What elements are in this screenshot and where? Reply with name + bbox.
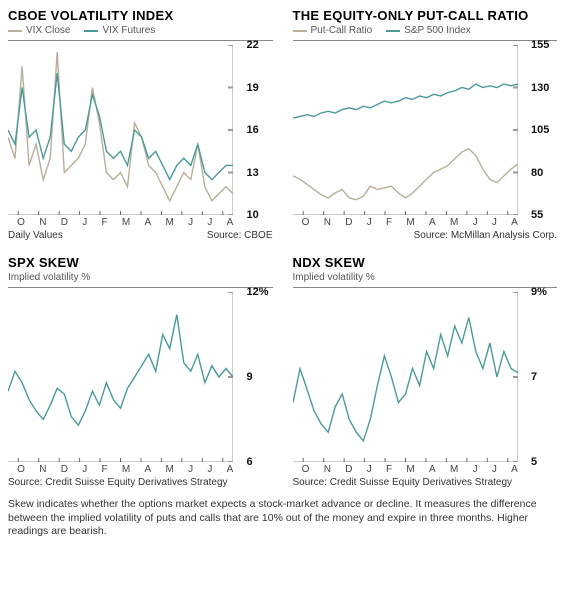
swatch-vix-close [8, 30, 22, 32]
below-left: Daily Values [8, 230, 63, 241]
x-axis: ONDJFMAMJJA [8, 217, 243, 228]
sub-label: Implied volatility % [293, 272, 558, 283]
chart-grid: CBOE VOLATILITY INDEX VIX Close VIX Futu… [8, 8, 557, 488]
y-axis: 2219161310 [243, 45, 273, 228]
source: Source: CBOE [207, 230, 273, 241]
panel-vix: CBOE VOLATILITY INDEX VIX Close VIX Futu… [8, 8, 273, 241]
panel-title: THE EQUITY-ONLY PUT-CALL RATIO [293, 8, 558, 23]
source: Source: Credit Suisse Equity Derivatives… [8, 477, 228, 488]
x-axis: ONDJFMAMJJA [293, 217, 528, 228]
x-axis: ONDJFMAMJJA [293, 464, 528, 475]
x-axis: ONDJFMAMJJA [8, 464, 243, 475]
y-axis: 12%96 [243, 292, 273, 475]
source: Source: Credit Suisse Equity Derivatives… [293, 477, 513, 488]
panel-title: SPX SKEW [8, 255, 273, 270]
panel-spx-skew: SPX SKEW Implied volatility % ONDJFMAMJJ… [8, 255, 273, 488]
legend: Put-Call Ratio S&P 500 Index [293, 25, 558, 36]
panel-title: CBOE VOLATILITY INDEX [8, 8, 273, 23]
sub-label: Implied volatility % [8, 272, 273, 283]
panel-ndx-skew: NDX SKEW Implied volatility % ONDJFMAMJJ… [293, 255, 558, 488]
chart-ndx-skew: ONDJFMAMJJA [293, 292, 528, 475]
chart-vix: ONDJFMAMJJA [8, 45, 243, 228]
chart-putcall: ONDJFMAMJJA [293, 45, 528, 228]
swatch-sp500 [386, 30, 400, 32]
y-axis: 9%75 [527, 292, 557, 475]
source: Source: McMillan Analysis Corp. [414, 230, 557, 241]
y-axis: 1551301058055 [527, 45, 557, 228]
chart-spx-skew: ONDJFMAMJJA [8, 292, 243, 475]
legend: VIX Close VIX Futures [8, 25, 273, 36]
footnote: Skew indicates whether the options marke… [8, 498, 557, 539]
panel-title: NDX SKEW [293, 255, 558, 270]
swatch-putcall-ratio [293, 30, 307, 32]
swatch-vix-futures [84, 30, 98, 32]
panel-putcall: THE EQUITY-ONLY PUT-CALL RATIO Put-Call … [293, 8, 558, 241]
